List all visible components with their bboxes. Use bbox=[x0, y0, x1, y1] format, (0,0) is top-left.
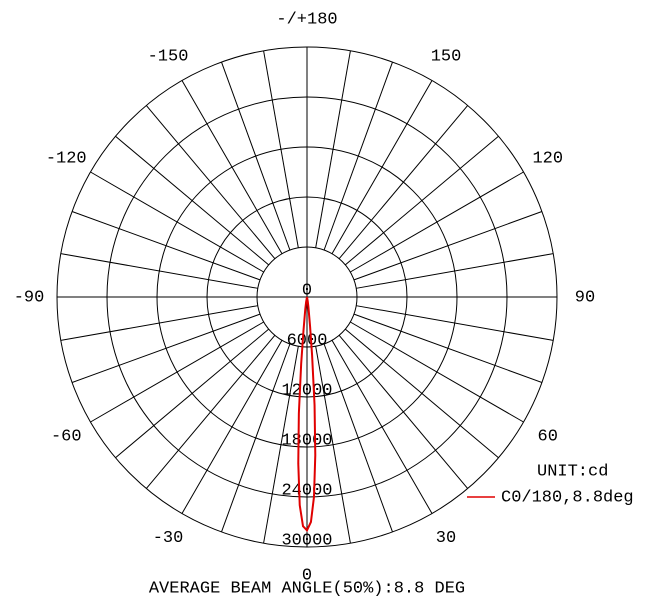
angle-tick-label: 150 bbox=[431, 48, 462, 67]
angle-tick-label: 0 bbox=[302, 566, 312, 585]
r-tick-label: 30000 bbox=[281, 531, 332, 550]
ring-grid-line bbox=[256, 246, 358, 348]
intensity-curve bbox=[297, 296, 317, 533]
ring-grid-line bbox=[106, 96, 508, 498]
angle-tick-label: -60 bbox=[51, 427, 82, 446]
angle-tick-label: -150 bbox=[148, 48, 189, 67]
footer: AVERAGE BEAM ANGLE(50%):8.8 DEG bbox=[149, 579, 465, 598]
r-tick-label: 18000 bbox=[281, 431, 332, 450]
r-tick-label: 0 bbox=[302, 281, 312, 300]
unit-label: UNIT:cd bbox=[537, 462, 608, 481]
r-tick-label: 12000 bbox=[281, 381, 332, 400]
angle-tick-label: -90 bbox=[14, 288, 45, 307]
ring-grid-line bbox=[56, 46, 558, 548]
angle-tick-label: 60 bbox=[538, 427, 558, 446]
angle-tick-label: 90 bbox=[575, 288, 595, 307]
r-tick-label: 6000 bbox=[287, 331, 328, 350]
r-tick-label: 24000 bbox=[281, 481, 332, 500]
ring-grid-line bbox=[156, 146, 458, 448]
angle-tick-label: -120 bbox=[46, 149, 87, 168]
angle-tick-label: -/+180 bbox=[276, 10, 337, 29]
angle-tick-label: 120 bbox=[532, 149, 563, 168]
legend-label: C0/180,8.8deg bbox=[501, 488, 634, 507]
ring-grid-line bbox=[206, 196, 408, 398]
angle-tick-label: 30 bbox=[436, 529, 456, 548]
angle-tick-label: -30 bbox=[153, 529, 184, 548]
